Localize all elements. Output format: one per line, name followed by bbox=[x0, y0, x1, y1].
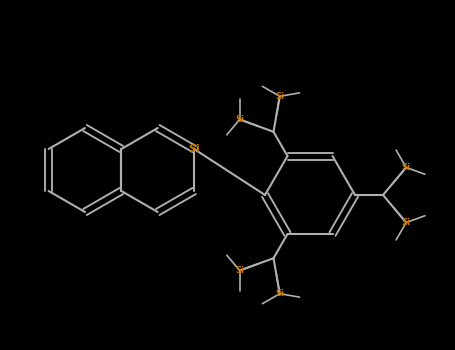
Text: Si: Si bbox=[235, 115, 244, 124]
Text: Si: Si bbox=[235, 266, 244, 275]
Text: Si: Si bbox=[275, 289, 284, 298]
Text: Si: Si bbox=[275, 92, 284, 101]
Text: Si: Si bbox=[402, 218, 411, 227]
Text: Si: Si bbox=[188, 144, 200, 154]
Text: Si: Si bbox=[402, 163, 411, 172]
